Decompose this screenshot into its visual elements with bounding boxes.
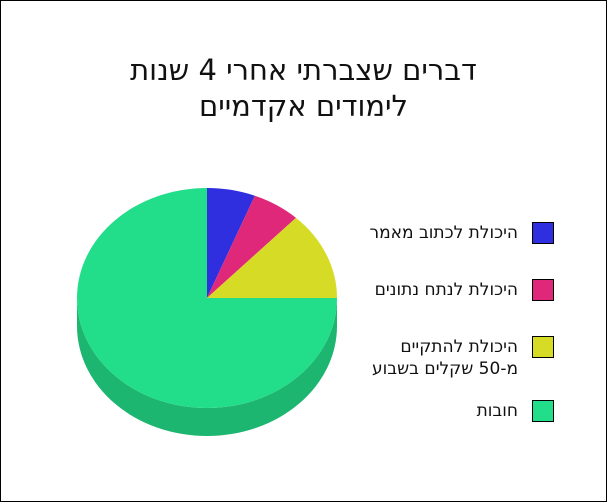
- legend-label-1: היכולת לכתוב מאמר: [369, 222, 518, 244]
- chart-title-line-2: לימודים אקדמיים: [198, 89, 409, 123]
- pie-slice-3: [207, 217, 337, 298]
- pie-slice-side-4: [77, 298, 337, 436]
- legend-label-1-line-1: היכולת לכתוב מאמר: [369, 223, 518, 243]
- legend-label-3: היכולת להתקיים מ-50 שקלים בשבוע: [372, 336, 518, 380]
- pie-slice-4: [77, 188, 337, 408]
- legend-swatch-3: [532, 336, 554, 358]
- legend-label-3-line-1: היכולת להתקיים: [400, 337, 518, 357]
- chart-title: דברים שצברתי אחרי 4 שנות לימודים אקדמיים: [0, 52, 607, 124]
- legend-label-4-line-1: חובות: [476, 401, 518, 421]
- pie-depth: [77, 298, 337, 436]
- pie-slices: [77, 188, 337, 408]
- pie-slice-1: [207, 188, 255, 298]
- pie-slice-2: [207, 195, 296, 298]
- legend-label-3-line-2: מ-50 שקלים בשבוע: [372, 359, 518, 379]
- legend-label-4: חובות: [477, 400, 518, 422]
- legend-swatch-4: [532, 400, 554, 422]
- legend-swatch-2: [532, 279, 554, 301]
- legend-label-2: היכולת לנתח נתונים: [375, 279, 518, 301]
- chart-title-line-1: דברים שצברתי אחרי 4 שנות: [130, 53, 477, 87]
- legend-label-2-line-1: היכולת לנתח נתונים: [374, 280, 518, 300]
- legend-swatch-1: [532, 222, 554, 244]
